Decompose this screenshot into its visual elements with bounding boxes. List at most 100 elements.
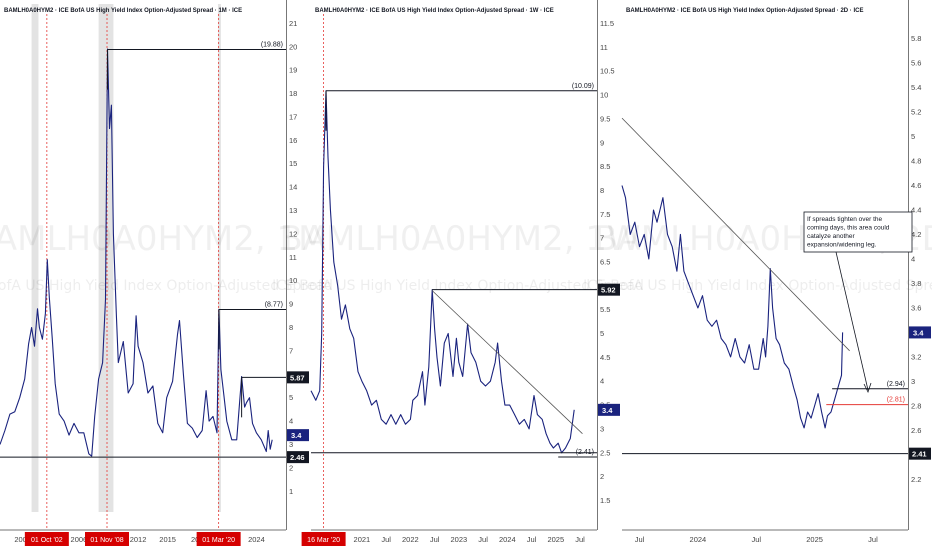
x-tick-label: Jul (751, 535, 761, 544)
series-line (0, 48, 273, 457)
last-value-label: 3.4 (291, 431, 302, 440)
x-tick-label: 2021 (354, 535, 371, 544)
level-tag (287, 371, 309, 384)
y-tick-label: 4.8 (911, 156, 921, 165)
y-tick-label: 4 (911, 254, 915, 263)
trendline (621, 117, 850, 352)
level-label: (8.77) (265, 301, 283, 308)
y-tick-label: 6.5 (600, 258, 610, 267)
y-tick-label: 19 (289, 66, 297, 75)
x-tick-label: 2015 (159, 535, 176, 544)
y-tick-label: 5.4 (911, 83, 921, 92)
x-tick-label: 2024 (499, 535, 516, 544)
y-tick-label: 3 (600, 424, 604, 433)
date-flag-label: 01 Nov '08 (90, 537, 123, 544)
x-tick-label: Jul (575, 535, 585, 544)
y-tick-label: 3.8 (911, 279, 921, 288)
y-tick-label: 21 (289, 19, 297, 28)
y-tick-label: 9 (289, 300, 293, 309)
y-tick-label: 7.5 (600, 210, 610, 219)
y-tick-label: 2.2 (911, 475, 921, 484)
y-tick-label: 3.6 (911, 303, 921, 312)
y-tick-label: 11 (600, 43, 608, 52)
y-tick-label: 14 (289, 183, 297, 192)
x-tick-label: Jul (478, 535, 488, 544)
y-tick-label: 2.8 (911, 401, 921, 410)
y-tick-label: 11 (289, 253, 297, 262)
y-tick-label: 2.5 (600, 448, 610, 457)
y-tick-label: 10.5 (600, 67, 615, 76)
x-tick-label: Jul (430, 535, 440, 544)
y-tick-label: 5.8 (911, 34, 921, 43)
y-tick-label: 3 (289, 440, 293, 449)
x-tick-label: 2000 (14, 535, 31, 544)
x-tick-label: Jul (527, 535, 537, 544)
watermark-name: ICE BofA US High Yield Index Option-Adju… (583, 278, 932, 294)
date-flag-label: 01 Oct '02 (31, 537, 63, 544)
y-tick-label: 5 (911, 132, 915, 141)
last-value-label: 3.4 (602, 406, 613, 415)
chart-panel-1: BAMLH0A0HYM2, 1M ICE BofA US High Yield I… (0, 0, 333, 546)
annotation-line: expansion/widening leg. (807, 242, 877, 249)
y-tick-label: 4 (600, 377, 604, 386)
y-tick-label: 17 (289, 112, 297, 121)
watermark-symbol: BAMLH0A0HYM2, 1W (279, 219, 640, 259)
level-label: (2.94) (887, 381, 905, 388)
series-line (310, 90, 575, 454)
y-tick-label: 11.5 (600, 19, 614, 28)
y-tick-label: 13 (289, 206, 297, 215)
y-tick-label: 4.2 (911, 230, 921, 239)
annotation-box: If spreads tighten over the coming days, … (803, 211, 913, 394)
y-tick-label: 2.6 (911, 426, 921, 435)
annotation-line: catalyze another (807, 233, 856, 240)
y-tick-label: 5.5 (600, 305, 610, 314)
level-tag (287, 451, 309, 464)
watermark-name: ICE BofA US High Yield Index Option-Adju… (0, 278, 333, 294)
shaded-range (217, 4, 221, 512)
x-tick-label: 2024 (690, 535, 707, 544)
y-tick-label: 15 (289, 159, 297, 168)
y-tick-label: 5 (600, 329, 604, 338)
date-flag (85, 532, 130, 546)
y-tick-label: 4.5 (600, 353, 610, 362)
y-tick-label: 1.5 (600, 496, 610, 505)
level-label: (2.81) (887, 397, 905, 404)
last-value-tag (287, 429, 309, 442)
date-flag-label: 01 Mar '20 (202, 537, 235, 544)
shaded-range (31, 4, 39, 512)
annotation-line: If spreads tighten over the (807, 216, 883, 223)
y-tick-label: 4 (289, 417, 293, 426)
y-tick-label: 5.6 (911, 58, 921, 67)
y-tick-label: 5 (289, 393, 293, 402)
chart-header: BAMLH0A0HYM2 · ICE BofA US High Yield In… (4, 8, 242, 14)
level-tag (598, 283, 620, 296)
annotation-arrow (835, 251, 869, 391)
annotation-frame (803, 211, 913, 253)
y-tick-label: 10 (600, 91, 608, 100)
annotation-line: coming days, this area could (807, 225, 890, 232)
level-label: (10.09) (572, 83, 594, 90)
last-value-label: 3.4 (913, 328, 924, 337)
y-tick-label: 3 (911, 377, 915, 386)
annotation-text: If spreads tighten over the coming days, … (807, 216, 890, 249)
level-tag-label: 5.87 (290, 373, 305, 382)
level-tag-label: 2.46 (290, 453, 305, 462)
x-tick-label: 2025 (806, 535, 823, 544)
y-tick-label: 3.2 (911, 352, 921, 361)
x-tick-label: 2024 (248, 535, 265, 544)
level-tag-label: 5.92 (601, 286, 616, 295)
y-tick-label: 5.2 (911, 107, 921, 116)
level-tag-label: 2.41 (912, 450, 927, 459)
x-tick-label: Jul (635, 535, 645, 544)
trendline (431, 290, 583, 434)
chart-header: BAMLH0A0HYM2 · ICE BofA US High Yield In… (315, 8, 554, 14)
y-tick-label: 2 (600, 472, 604, 481)
last-value-tag (598, 403, 620, 416)
y-tick-label: 12 (289, 229, 297, 238)
arrow-head (863, 382, 872, 394)
watermark-symbol: BAMLH0A0HYM2, 1M (0, 219, 327, 259)
